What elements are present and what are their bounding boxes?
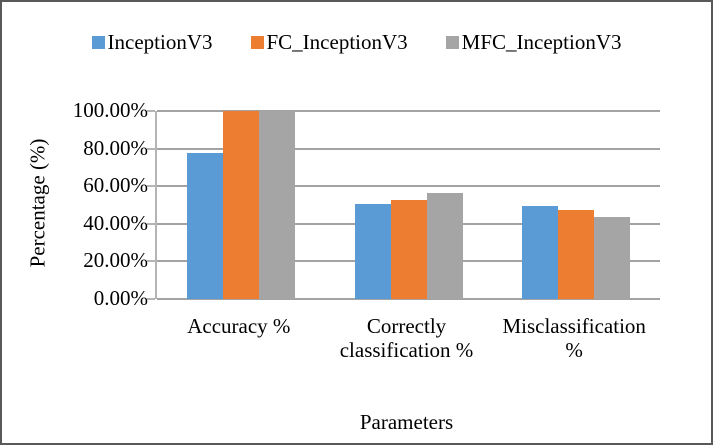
bar-mfc-inceptionv3-misclassification	[594, 216, 631, 299]
y-tick-mark-20	[147, 260, 155, 263]
y-tick-mark-0	[147, 298, 155, 300]
y-tick-label-100: 100.00%	[72, 98, 148, 122]
gridline-100	[157, 110, 660, 112]
y-tick-mark-80	[147, 147, 155, 150]
y-tick-mark-60	[147, 185, 155, 188]
bar-mfc-inceptionv3-correctly-classification	[426, 193, 463, 299]
y-tick-label-60: 60.00%	[83, 173, 148, 198]
legend-label-fc-inceptionv3: FC_InceptionV3	[266, 30, 408, 54]
bar-fc-inceptionv3-accuracy	[222, 111, 259, 299]
legend-item-fc-inceptionv3: FC_InceptionV3	[250, 30, 408, 54]
gridline-60	[157, 185, 660, 188]
x-category-label-accuracy: Accuracy %	[187, 314, 291, 338]
legend-swatch-mfc-inceptionv3-icon	[445, 36, 459, 49]
legend-swatch-inceptionv3-icon	[91, 36, 105, 49]
x-category-label-correctly-classification: Correctly classification %	[339, 314, 474, 362]
legend-label-mfc-inceptionv3: MFC_InceptionV3	[461, 30, 622, 54]
bar-mfc-inceptionv3-accuracy	[258, 111, 295, 299]
legend-label-inceptionv3: InceptionV3	[107, 30, 213, 54]
y-tick-mark-40	[147, 222, 155, 225]
y-axis-tick-labels: 0.00% 20.00% 40.00% 60.00% 80.00% 100.00%	[2, 98, 148, 310]
chart-legend: InceptionV3 FC_InceptionV3 MFC_Inception…	[2, 32, 711, 53]
bar-group-misclassification	[492, 111, 660, 299]
x-category-label-misclassification: Misclassification %	[502, 314, 646, 362]
bar-inceptionv3-misclassification	[522, 205, 559, 299]
legend-item-mfc-inceptionv3: MFC_InceptionV3	[445, 30, 622, 54]
gridline-0	[157, 298, 660, 300]
y-tick-label-80: 80.00%	[83, 135, 148, 160]
bar-fc-inceptionv3-correctly-classification	[390, 200, 427, 299]
y-tick-label-0: 0.00%	[93, 286, 148, 310]
x-axis-title: Parameters	[359, 410, 454, 434]
bar-inceptionv3-correctly-classification	[354, 204, 391, 299]
bar-fc-inceptionv3-misclassification	[558, 209, 595, 299]
legend-swatch-fc-inceptionv3-icon	[250, 36, 264, 49]
gridline-80	[157, 147, 660, 150]
bars-layer	[157, 111, 660, 299]
y-tick-mark-100	[147, 110, 155, 112]
bar-group-accuracy	[157, 111, 325, 299]
bar-group-correctly-classification	[325, 111, 493, 299]
legend-item-inceptionv3: InceptionV3	[91, 30, 213, 54]
y-tick-label-40: 40.00%	[83, 210, 148, 235]
bar-inceptionv3-accuracy	[186, 152, 223, 299]
y-tick-label-20: 20.00%	[83, 248, 148, 273]
plot-area	[147, 110, 660, 300]
x-axis-category-labels: Accuracy % Correctly classification % Misc…	[155, 314, 658, 362]
